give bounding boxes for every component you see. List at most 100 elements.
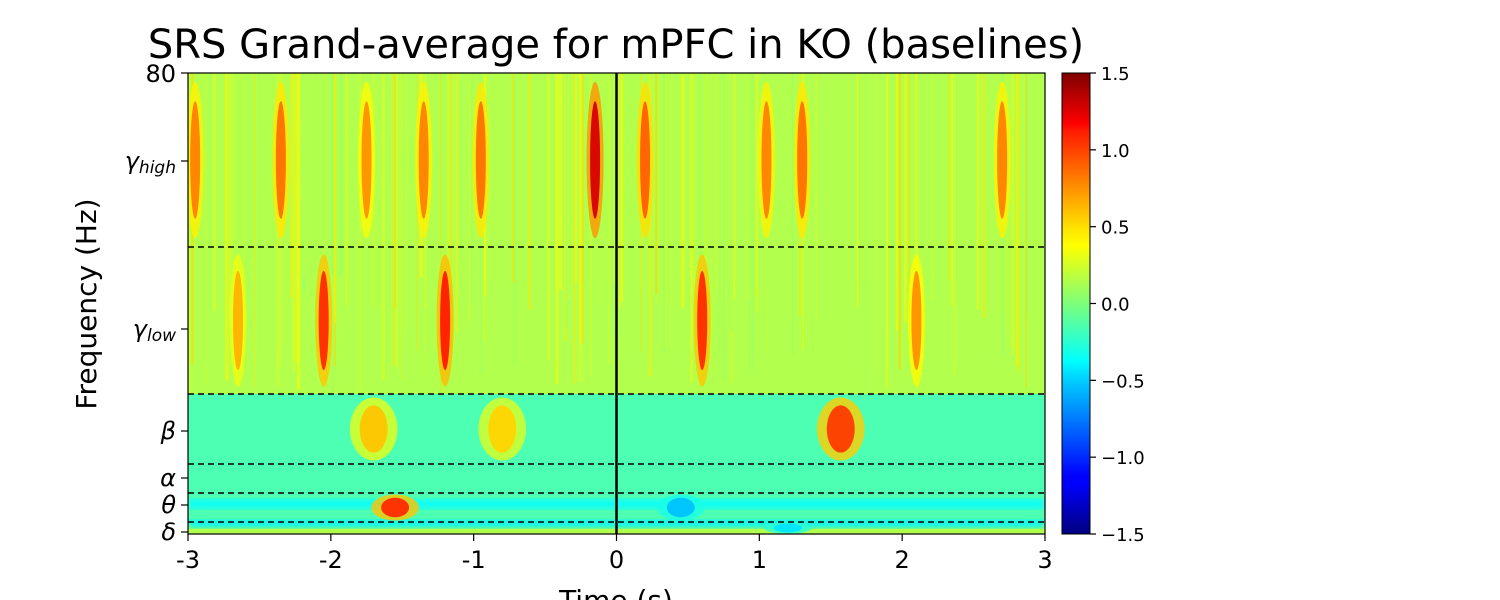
streak: [242, 73, 245, 359]
streak: [895, 73, 899, 331]
streak: [690, 73, 693, 383]
streak: [440, 73, 442, 392]
band-label: γlow: [133, 315, 176, 346]
highlight-blob: [773, 523, 802, 533]
streak: [392, 73, 395, 366]
band-label: β: [160, 417, 176, 445]
streak: [948, 73, 950, 281]
x-tick-label: 1: [752, 546, 767, 574]
streak: [931, 73, 934, 300]
streak: [663, 73, 666, 352]
streak: [527, 73, 531, 310]
streak: [258, 73, 260, 355]
streak: [520, 73, 523, 284]
x-tick-label: 0: [609, 546, 624, 574]
streak: [468, 73, 471, 322]
streak: [733, 73, 736, 300]
highlight-blob: [190, 101, 201, 219]
streak: [270, 73, 274, 378]
streak: [394, 73, 396, 308]
highlight-blob: [911, 270, 922, 371]
streak: [718, 73, 721, 358]
highlight-blob: [318, 270, 329, 371]
streak: [511, 73, 515, 284]
colorbar: [1061, 72, 1091, 535]
streak: [395, 73, 399, 369]
x-tick-label: 2: [895, 546, 910, 574]
highlight-blob: [418, 101, 429, 219]
highlight-blob: [997, 101, 1008, 219]
streak: [954, 73, 956, 375]
streak: [710, 73, 713, 378]
highlight-blob: [761, 101, 772, 219]
streak: [856, 73, 859, 307]
streak: [698, 73, 702, 310]
streak: [949, 73, 951, 365]
streak: [315, 73, 317, 336]
y-tick-label: 80: [145, 60, 176, 88]
streak: [618, 73, 622, 308]
streak: [608, 73, 610, 365]
colorbar-tick-label: 0.0: [1101, 295, 1130, 316]
streak: [333, 73, 337, 324]
streak: [345, 73, 348, 306]
streak: [915, 73, 918, 285]
streak: [580, 73, 585, 345]
streak: [302, 73, 306, 290]
streak: [578, 73, 583, 382]
streak: [449, 73, 453, 347]
streak: [603, 73, 606, 333]
band-label: δ: [161, 518, 176, 546]
streak: [1025, 73, 1028, 388]
streak: [976, 73, 980, 310]
highlight-blob: [475, 101, 486, 219]
highlight-blob: [361, 101, 372, 219]
streak: [715, 73, 718, 291]
highlight-blob: [359, 405, 388, 453]
streak: [620, 73, 624, 302]
streak: [339, 73, 343, 278]
streak: [547, 73, 550, 361]
highlight-blob: [826, 405, 855, 453]
streak: [752, 73, 756, 374]
streak: [228, 73, 232, 317]
streak: [681, 73, 685, 308]
y-axis-label: Frequency (Hz): [70, 198, 103, 409]
streak: [248, 73, 250, 324]
colorbar-tick-label: 1.5: [1101, 64, 1130, 85]
streak: [903, 73, 907, 323]
streak: [446, 73, 450, 312]
highlight-blob: [640, 101, 651, 219]
streak: [1012, 73, 1014, 354]
streak: [304, 73, 307, 384]
x-tick-label: -3: [176, 546, 200, 574]
streak: [875, 73, 878, 369]
streak: [254, 73, 256, 386]
highlight-blob: [797, 101, 808, 219]
x-tick-label: -1: [462, 546, 486, 574]
streak: [886, 73, 889, 388]
streak: [908, 73, 911, 334]
streak: [611, 73, 614, 336]
x-tick-label: -2: [319, 546, 343, 574]
band-label: α: [160, 464, 176, 492]
streak: [1027, 73, 1029, 318]
streak: [655, 73, 658, 295]
highlight-blob: [590, 101, 601, 219]
x-axis-label: Time (s): [558, 584, 673, 600]
streak: [751, 73, 754, 366]
streak: [982, 73, 986, 318]
streak: [815, 73, 818, 319]
streak: [555, 73, 559, 384]
streak: [1010, 73, 1012, 348]
streak: [297, 73, 301, 391]
streak: [535, 73, 537, 391]
colorbar-tick-label: −1.5: [1101, 525, 1145, 546]
streak: [513, 73, 517, 366]
highlight-blob: [666, 497, 695, 518]
streak: [455, 73, 458, 333]
streak: [748, 73, 750, 373]
highlight-blob: [381, 497, 410, 518]
